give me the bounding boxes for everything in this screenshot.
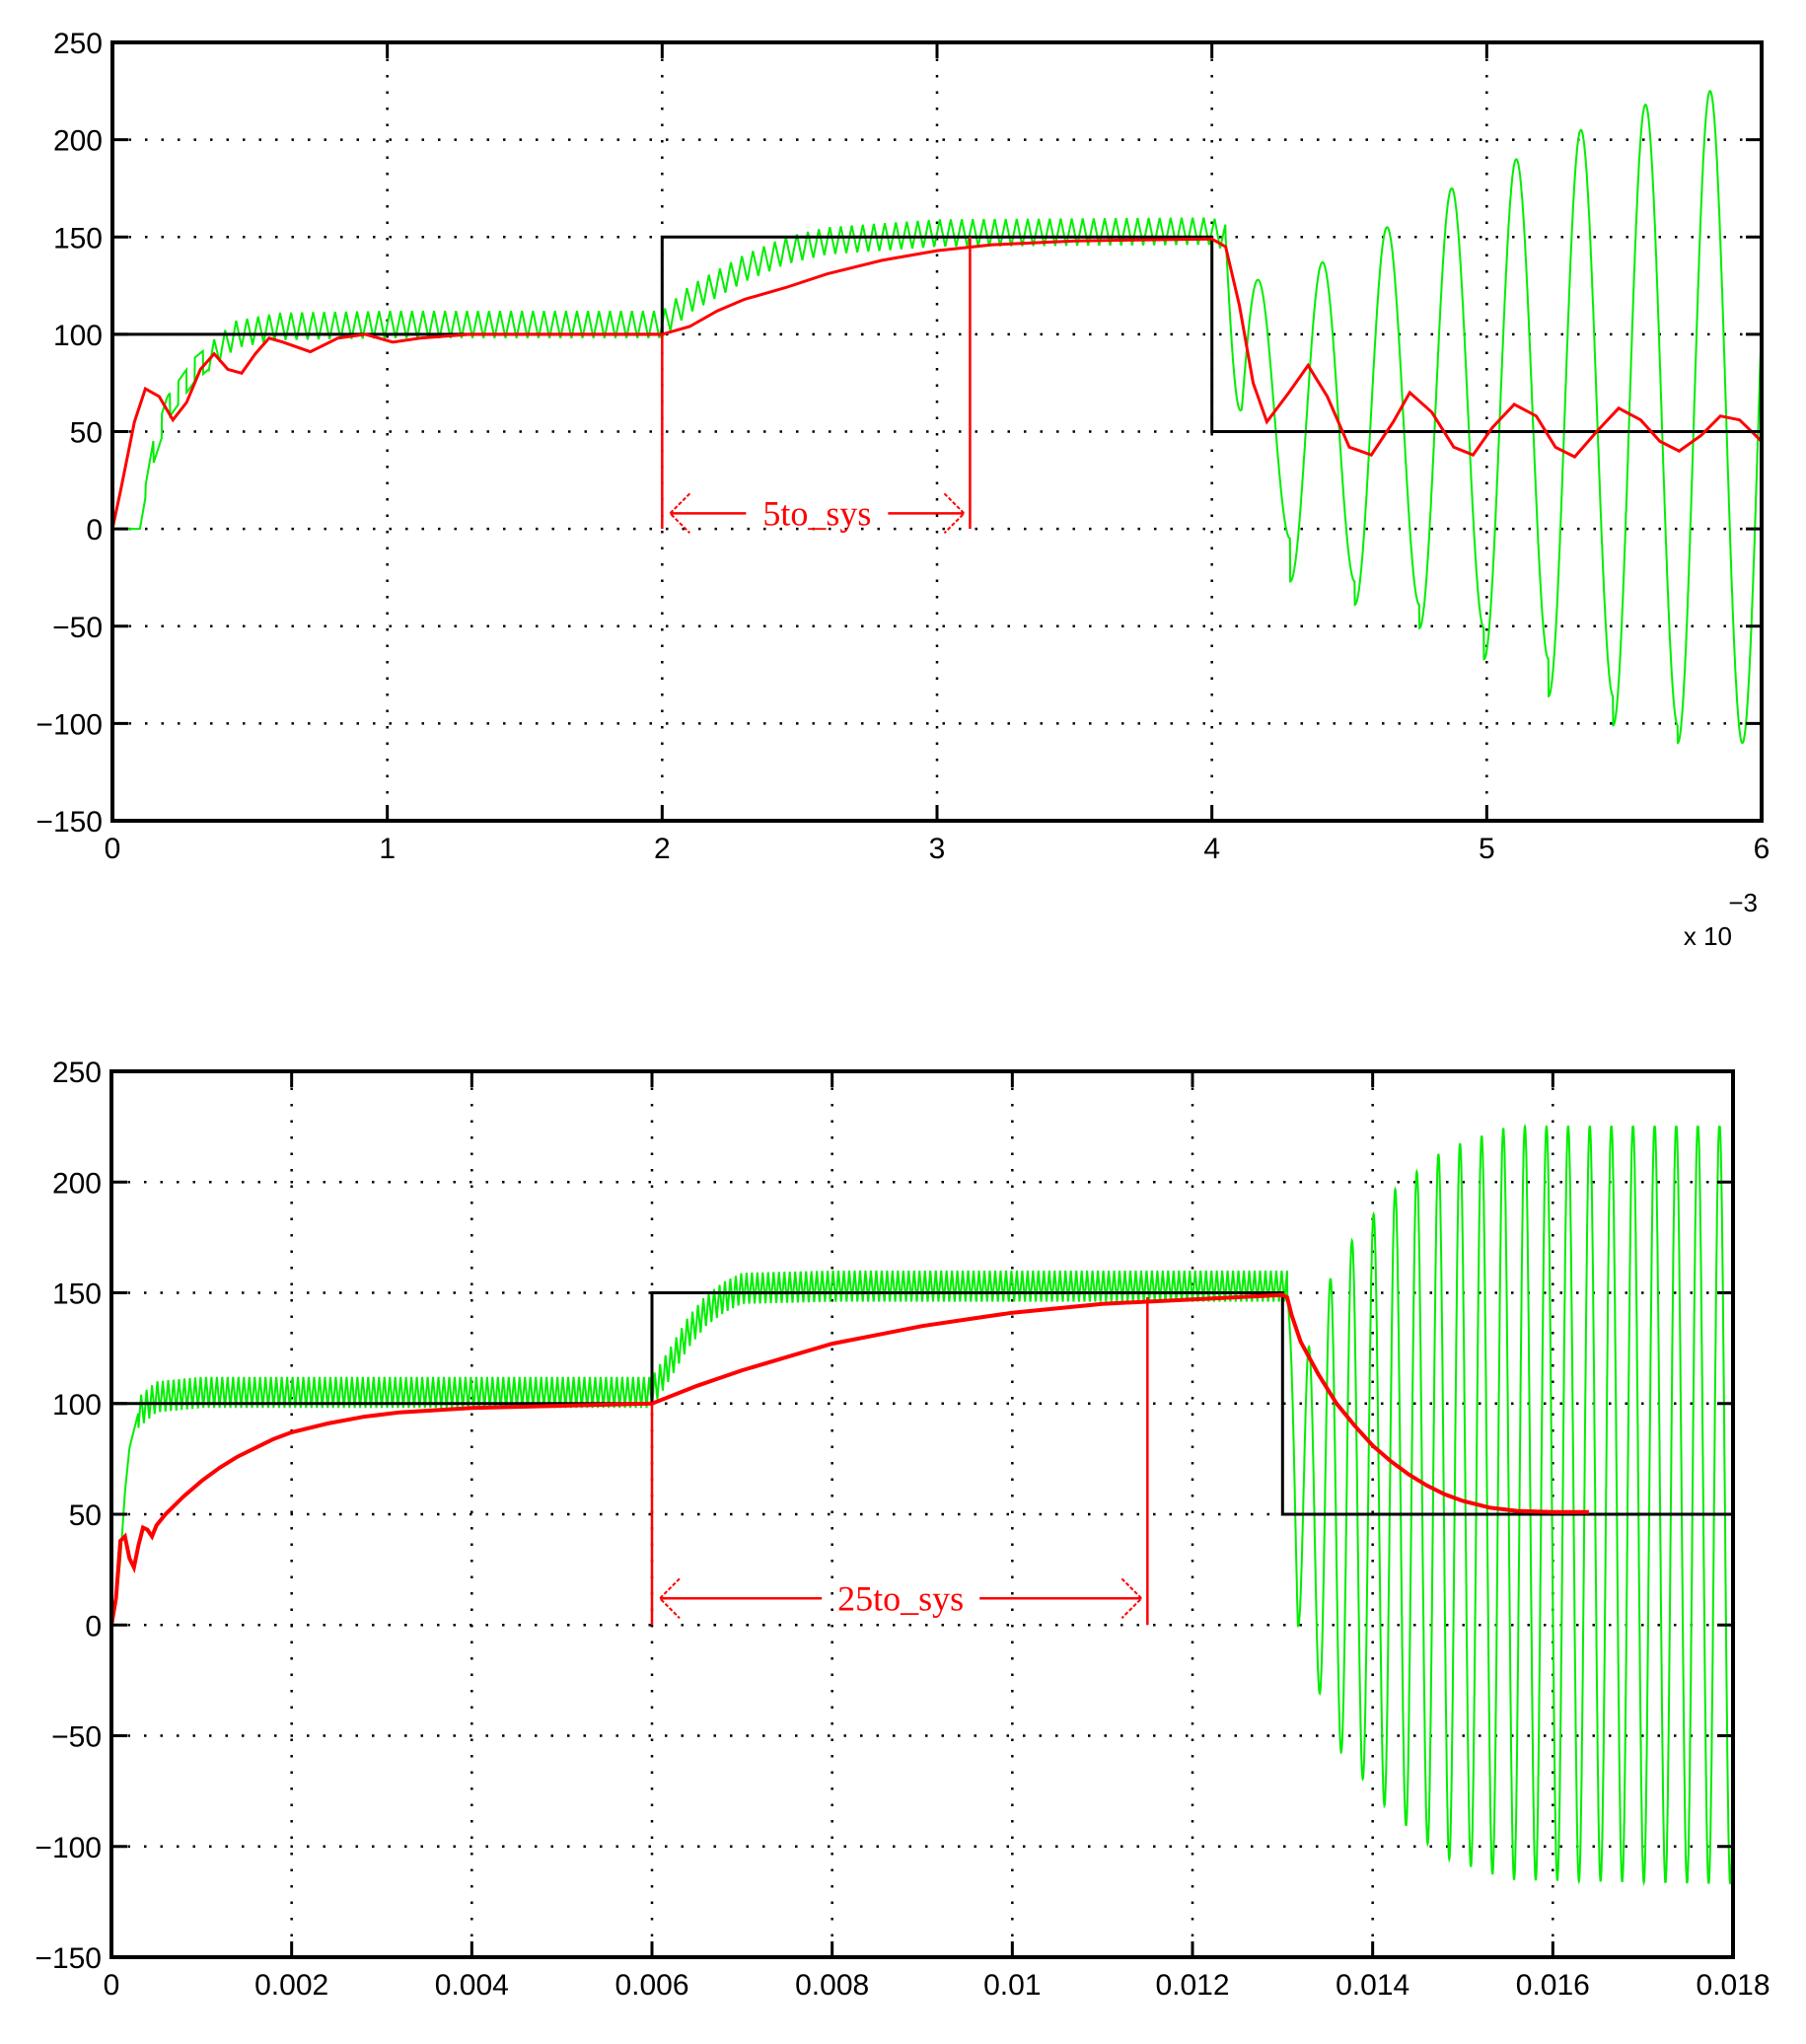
x-tick-label: 0.008 <box>795 1969 869 2002</box>
y-tick-label: 250 <box>52 1057 102 1089</box>
annotations: 25to_sys <box>650 1296 1149 1626</box>
series-line-filtered_output <box>112 237 1762 530</box>
y-tick-label: 200 <box>52 1167 102 1200</box>
y-tick-label: 0 <box>86 514 103 547</box>
x-tick-label: 4 <box>1203 833 1220 865</box>
series <box>111 1123 1733 1887</box>
series <box>112 90 1762 745</box>
annotation-label: 25to_sys <box>837 1578 964 1618</box>
y-tick-label: 100 <box>53 320 103 352</box>
x-tick-label: 5 <box>1479 833 1495 865</box>
y-tick-label: −50 <box>51 1721 102 1754</box>
x-tick-label: 0 <box>104 1969 120 2002</box>
x-tick-label: 0.012 <box>1155 1969 1229 2002</box>
x-tick-label: 0.014 <box>1336 1969 1409 2002</box>
y-tick-label: −50 <box>52 612 103 644</box>
series-line-plant_output <box>111 1123 1733 1887</box>
annotation-label: 5to_sys <box>762 493 871 533</box>
x-tick-label: 0.016 <box>1516 1969 1590 2002</box>
y-tick-label: 50 <box>70 417 103 450</box>
y-tick-label: 150 <box>52 1278 102 1311</box>
y-tick-label: −100 <box>36 708 103 741</box>
y-tick-label: −150 <box>35 1942 102 1975</box>
y-tick-label: 200 <box>53 125 103 158</box>
y-tick-label: −150 <box>36 806 103 839</box>
tick-labels: 0 0.002 0.004 0.006 0.008 0.01 0.012 0.014 0.016… <box>35 1057 1770 2002</box>
arrow-right-icon <box>943 492 966 535</box>
x-tick-label: 0 <box>105 833 121 865</box>
figure-top: 5to_sys 0 1 2 3 4 5 6 −150 −100 −50 0 50 100 150 200 250… <box>0 0 1806 986</box>
x-tick-label: 0.018 <box>1696 1969 1770 2002</box>
y-tick-label: 100 <box>52 1389 102 1422</box>
ticks <box>109 1069 1735 1959</box>
x-tick-label: 3 <box>929 833 946 865</box>
ticks <box>110 40 1764 823</box>
x-tick-label: 2 <box>654 833 671 865</box>
arrow-left-icon <box>668 492 691 535</box>
y-tick-label: 50 <box>69 1499 102 1532</box>
chart-top-5to-sys: 5to_sys 0 1 2 3 4 5 6 −150 −100 −50 0 50 100 150 200 250… <box>36 28 1770 951</box>
x-tick-label: 0.004 <box>435 1969 509 2002</box>
y-tick-label: 250 <box>53 28 103 60</box>
y-tick-label: 150 <box>53 222 103 255</box>
x-tick-label: 6 <box>1754 833 1770 865</box>
series-line-reference <box>111 1291 1733 1516</box>
y-tick-label: −100 <box>35 1832 102 1864</box>
x-tick-label: 0.002 <box>254 1969 328 2002</box>
arrow-right-icon <box>1120 1577 1143 1620</box>
x-tick-label: 0.006 <box>614 1969 688 2002</box>
x-multiplier-label: x 10 <box>1684 921 1732 951</box>
annotations: 5to_sys <box>661 237 972 535</box>
x-tick-label: 0.01 <box>983 1969 1041 2002</box>
series-line-plant_output <box>112 90 1762 745</box>
arrow-left-icon <box>658 1577 681 1620</box>
y-tick-label: 0 <box>85 1610 102 1642</box>
tick-labels: 0 1 2 3 4 5 6 −150 −100 −50 0 50 100 150 200 250 x 10 −3 <box>36 28 1770 951</box>
x-multiplier-exponent: −3 <box>1728 888 1758 917</box>
series-line-filtered_output <box>111 1292 1589 1626</box>
x-tick-label: 1 <box>379 833 396 865</box>
